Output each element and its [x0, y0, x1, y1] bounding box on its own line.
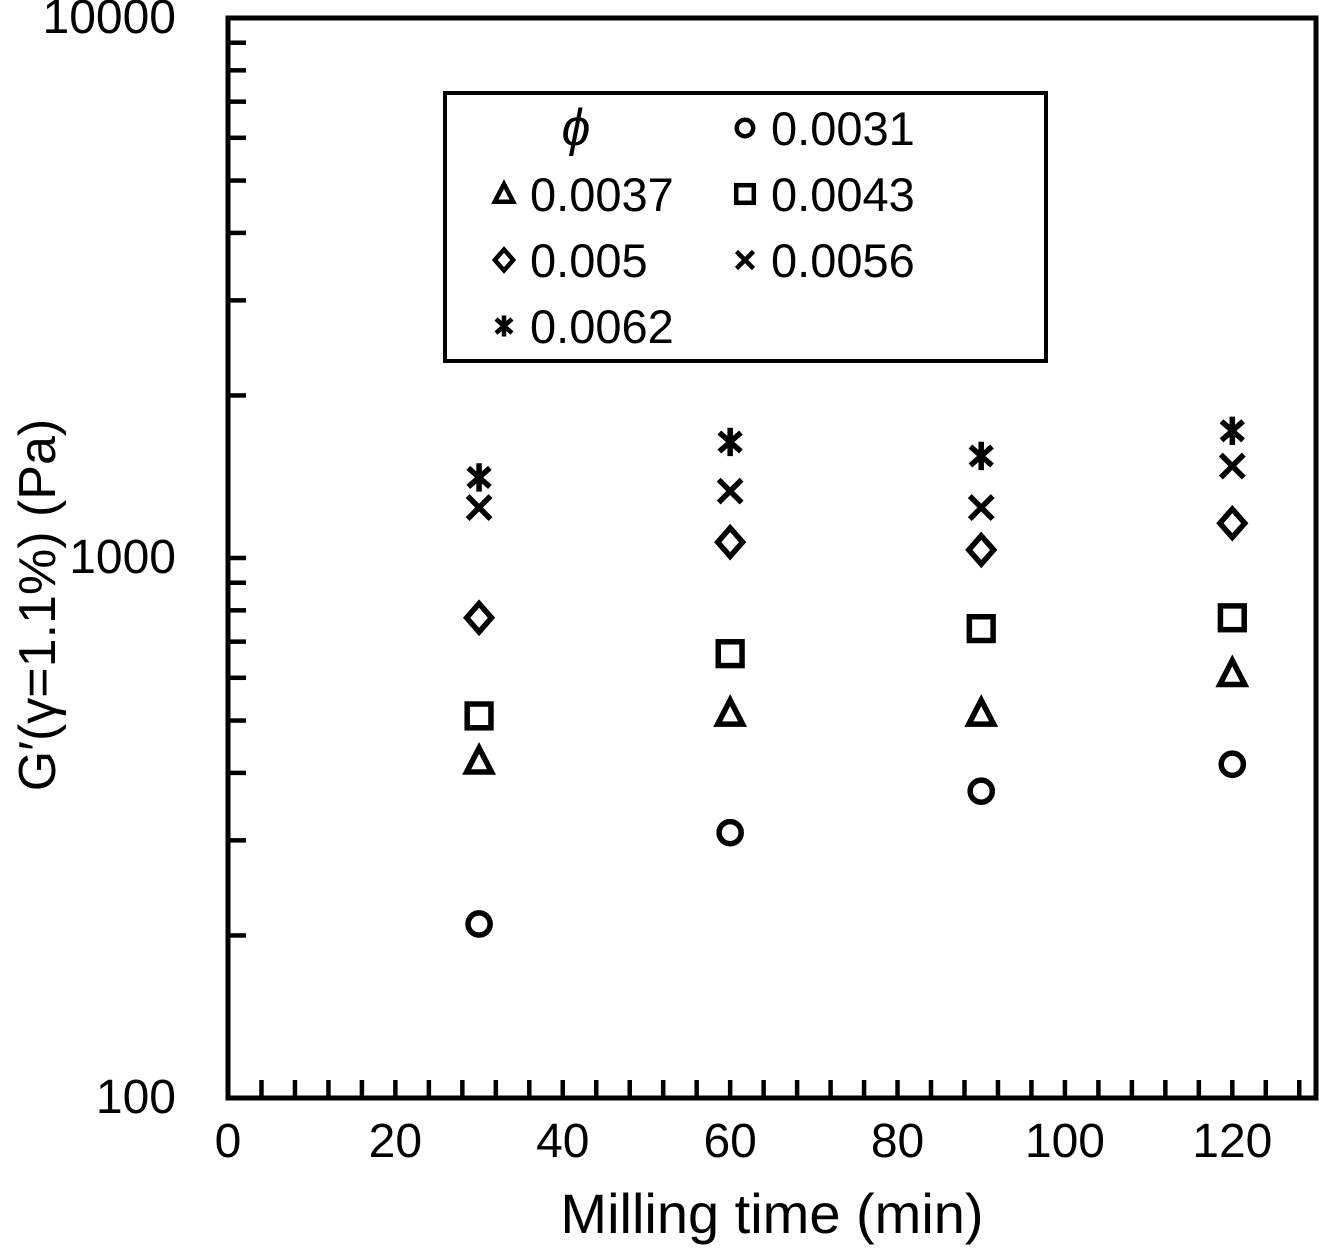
legend-entry-label: 0.0037	[530, 167, 674, 221]
marker-square	[966, 613, 996, 644]
legend-marker	[733, 182, 757, 206]
marker-star	[1219, 416, 1245, 445]
marker-x	[734, 249, 756, 271]
legend-marker	[494, 315, 514, 337]
marker-triangle	[462, 741, 497, 775]
x-tick-label: 100	[1024, 1115, 1105, 1168]
marker-triangle	[713, 694, 748, 727]
marker-diamond	[463, 599, 496, 637]
x-tick-label: 120	[1192, 1115, 1273, 1168]
marker-square	[464, 701, 494, 731]
marker-circle	[716, 818, 744, 847]
legend-entry-label: 0.0056	[771, 233, 915, 287]
legend-title: ϕ	[561, 99, 591, 157]
marker-star	[968, 441, 994, 471]
x-axis-ticks	[259, 1080, 1302, 1096]
marker-x	[967, 494, 995, 521]
series-0-0037	[462, 654, 1250, 775]
legend-entry-label: 0.0031	[771, 101, 915, 155]
marker-square	[733, 182, 757, 206]
legend-entry-label: 0.005	[530, 233, 648, 287]
marker-diamond	[965, 531, 998, 569]
legend-entry: 0.0056	[726, 229, 915, 291]
marker-circle	[734, 117, 756, 139]
marker-star	[466, 463, 492, 492]
marker-star	[717, 427, 743, 457]
marker-circle	[465, 910, 493, 938]
marker-diamond	[714, 523, 747, 561]
legend-marker	[734, 249, 756, 271]
series-0-0062	[466, 416, 1245, 492]
x-tick-label: 20	[368, 1115, 423, 1168]
x-tick-label: 80	[870, 1115, 925, 1168]
marker-diamond	[1216, 504, 1249, 542]
y-axis-title: G′(γ=1.1%) (Pa)	[9, 418, 67, 792]
series-0-0031	[465, 750, 1247, 938]
x-tick-label: 40	[536, 1115, 590, 1168]
marker-triangle	[1215, 654, 1250, 688]
series-0-0043	[464, 603, 1247, 731]
legend-entry: 0.0062	[485, 295, 674, 357]
x-axis-title: Milling time (min)	[560, 1182, 984, 1245]
legend-marker	[491, 179, 517, 205]
y-axis-ticks	[230, 15, 246, 1101]
plot-border	[225, 15, 1319, 1101]
marker-square	[715, 639, 745, 669]
marker-square	[1217, 603, 1247, 633]
legend-entry-label: 0.0043	[771, 167, 915, 221]
marker-x	[1218, 452, 1246, 480]
marker-triangle	[964, 694, 999, 727]
legend-entry: 0.0043	[726, 163, 915, 225]
y-tick-label: 10000	[42, 0, 176, 44]
legend: ϕ 0.0031 0.0037 0.0043 0.005 0.0056 0.0062	[443, 91, 1048, 363]
series-0-005	[463, 504, 1249, 637]
marker-triangle	[491, 179, 517, 205]
legend-marker	[491, 246, 517, 274]
marker-x	[716, 477, 744, 505]
marker-circle	[967, 777, 996, 805]
x-tick-label: 0	[214, 1115, 242, 1168]
legend-entry: 0.005	[485, 229, 648, 291]
marker-circle	[1218, 750, 1247, 779]
legend-entry: 0.0037	[485, 163, 674, 225]
y-tick-label: 100	[95, 1071, 176, 1124]
series-0-0056	[465, 452, 1246, 521]
marker-diamond	[491, 246, 517, 274]
marker-star	[494, 315, 514, 337]
x-tick-label: 60	[703, 1115, 757, 1168]
y-tick-label: 1000	[69, 531, 176, 584]
legend-entry: 0.0031	[726, 97, 915, 159]
legend-entry-label: 0.0062	[530, 299, 674, 353]
marker-x	[465, 494, 493, 521]
legend-marker	[734, 117, 756, 139]
